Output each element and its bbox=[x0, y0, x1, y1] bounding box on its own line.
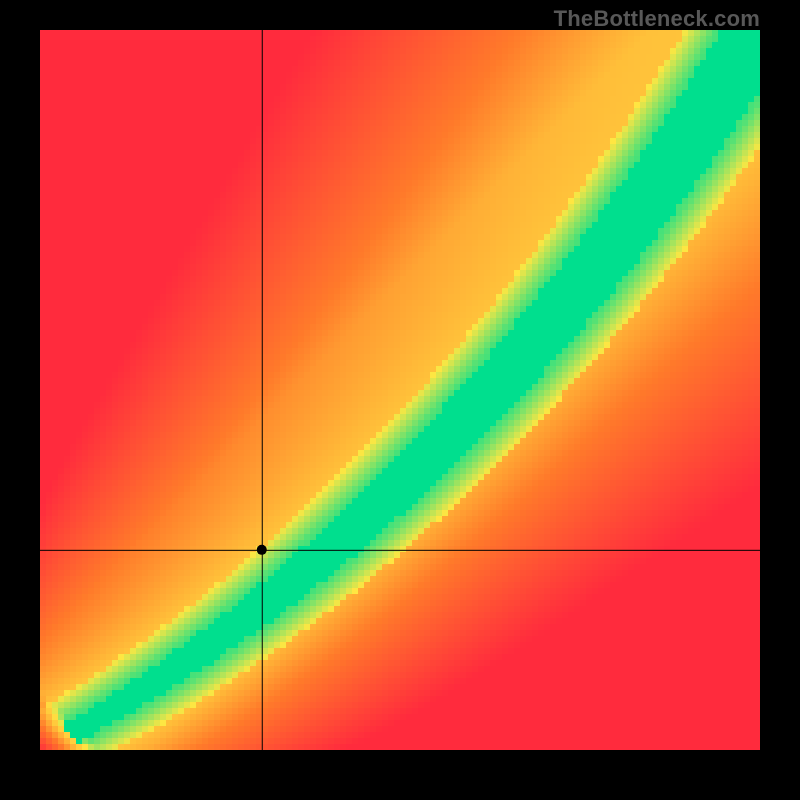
attribution-text: TheBottleneck.com bbox=[554, 6, 760, 32]
bottleneck-heatmap bbox=[40, 30, 760, 750]
root: TheBottleneck.com bbox=[0, 0, 800, 800]
heatmap-canvas bbox=[40, 30, 760, 750]
